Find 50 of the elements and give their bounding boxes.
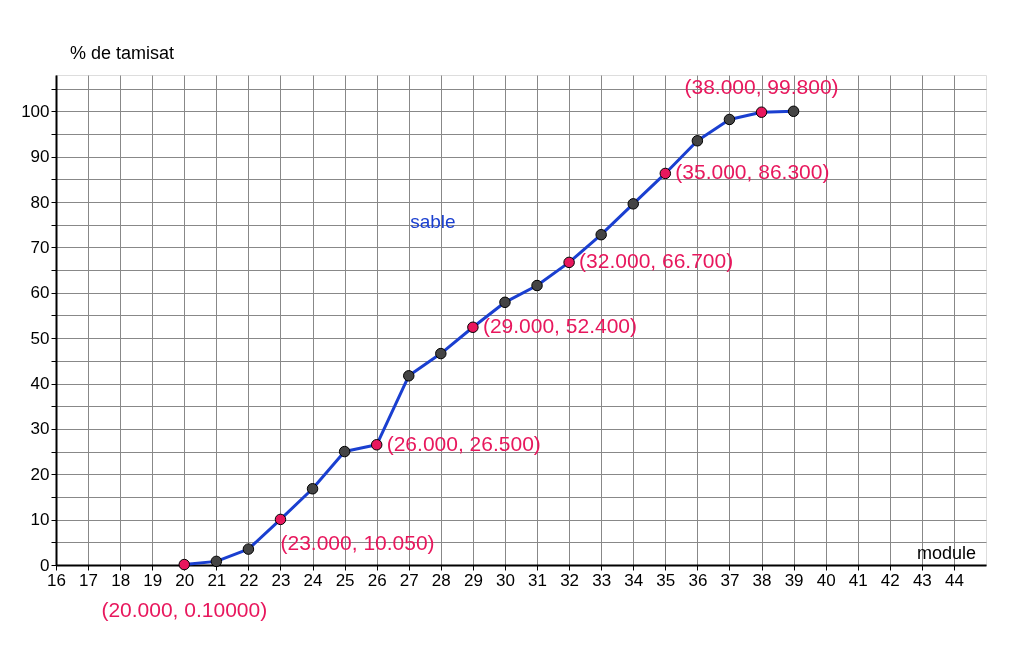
x-tick-label: 39: [784, 570, 804, 590]
x-tick-label: 18: [111, 570, 131, 590]
y-tick-label: 10: [30, 510, 50, 530]
y-tick-label: 20: [30, 464, 50, 484]
x-tick-label: 37: [720, 570, 740, 590]
x-tick-label: 27: [399, 570, 419, 590]
x-tick-label: 44: [944, 570, 964, 590]
x-tick-label: 42: [880, 570, 900, 590]
y-tick-label: 0: [40, 555, 50, 575]
x-tick-label: 26: [367, 570, 387, 590]
x-tick-label: 35: [656, 570, 676, 590]
annotation: (26.000, 26.500): [386, 431, 541, 455]
x-tick-label: 36: [688, 570, 708, 590]
x-tick-label: 32: [560, 570, 580, 590]
annotation: (32.000, 66.700): [579, 249, 734, 273]
x-tick-label: 31: [528, 570, 547, 590]
y-tick-label: 40: [30, 374, 50, 394]
x-tick-label: 25: [335, 570, 355, 590]
x-tick-label: 38: [752, 570, 772, 590]
y-tick-label: 60: [30, 283, 50, 303]
annotation: (20.000, 0.10000): [101, 597, 268, 621]
y-tick-label: 90: [30, 147, 50, 167]
x-tick-label: 41: [848, 570, 868, 590]
x-tick-label: 16: [47, 570, 66, 590]
y-tick-label: 100: [21, 101, 50, 121]
annotation: (35.000, 86.300): [675, 160, 830, 184]
y-tick-label: 80: [30, 192, 50, 212]
x-tick-label: 21: [207, 570, 227, 590]
x-tick-label: 19: [143, 570, 163, 590]
x-tick-label: 28: [431, 570, 451, 590]
x-tick-label: 22: [239, 570, 259, 590]
y-tick-label: 50: [30, 328, 50, 348]
x-tick-label: 17: [79, 570, 99, 590]
annotation: (38.000, 99.800): [684, 75, 839, 99]
x-tick-label: 43: [912, 570, 932, 590]
x-axis-title: module: [916, 543, 976, 563]
y-axis-title: % de tamisat: [70, 43, 175, 63]
annotation: (29.000, 52.400): [482, 314, 638, 338]
x-tick-label: 40: [816, 570, 836, 590]
text: sable: [410, 211, 456, 233]
x-tick-label: 30: [496, 570, 515, 590]
x-tick-label: 34: [624, 570, 644, 590]
y-tick-label: 30: [30, 419, 50, 439]
x-tick-label: 33: [592, 570, 612, 590]
x-tick-label: 20: [175, 570, 195, 590]
x-tick-label: 24: [303, 570, 323, 590]
x-tick-label: 23: [271, 570, 291, 590]
x-tick-label: 29: [463, 570, 483, 590]
annotation: (23.000, 10.050): [280, 531, 435, 555]
y-tick-label: 70: [30, 237, 50, 257]
